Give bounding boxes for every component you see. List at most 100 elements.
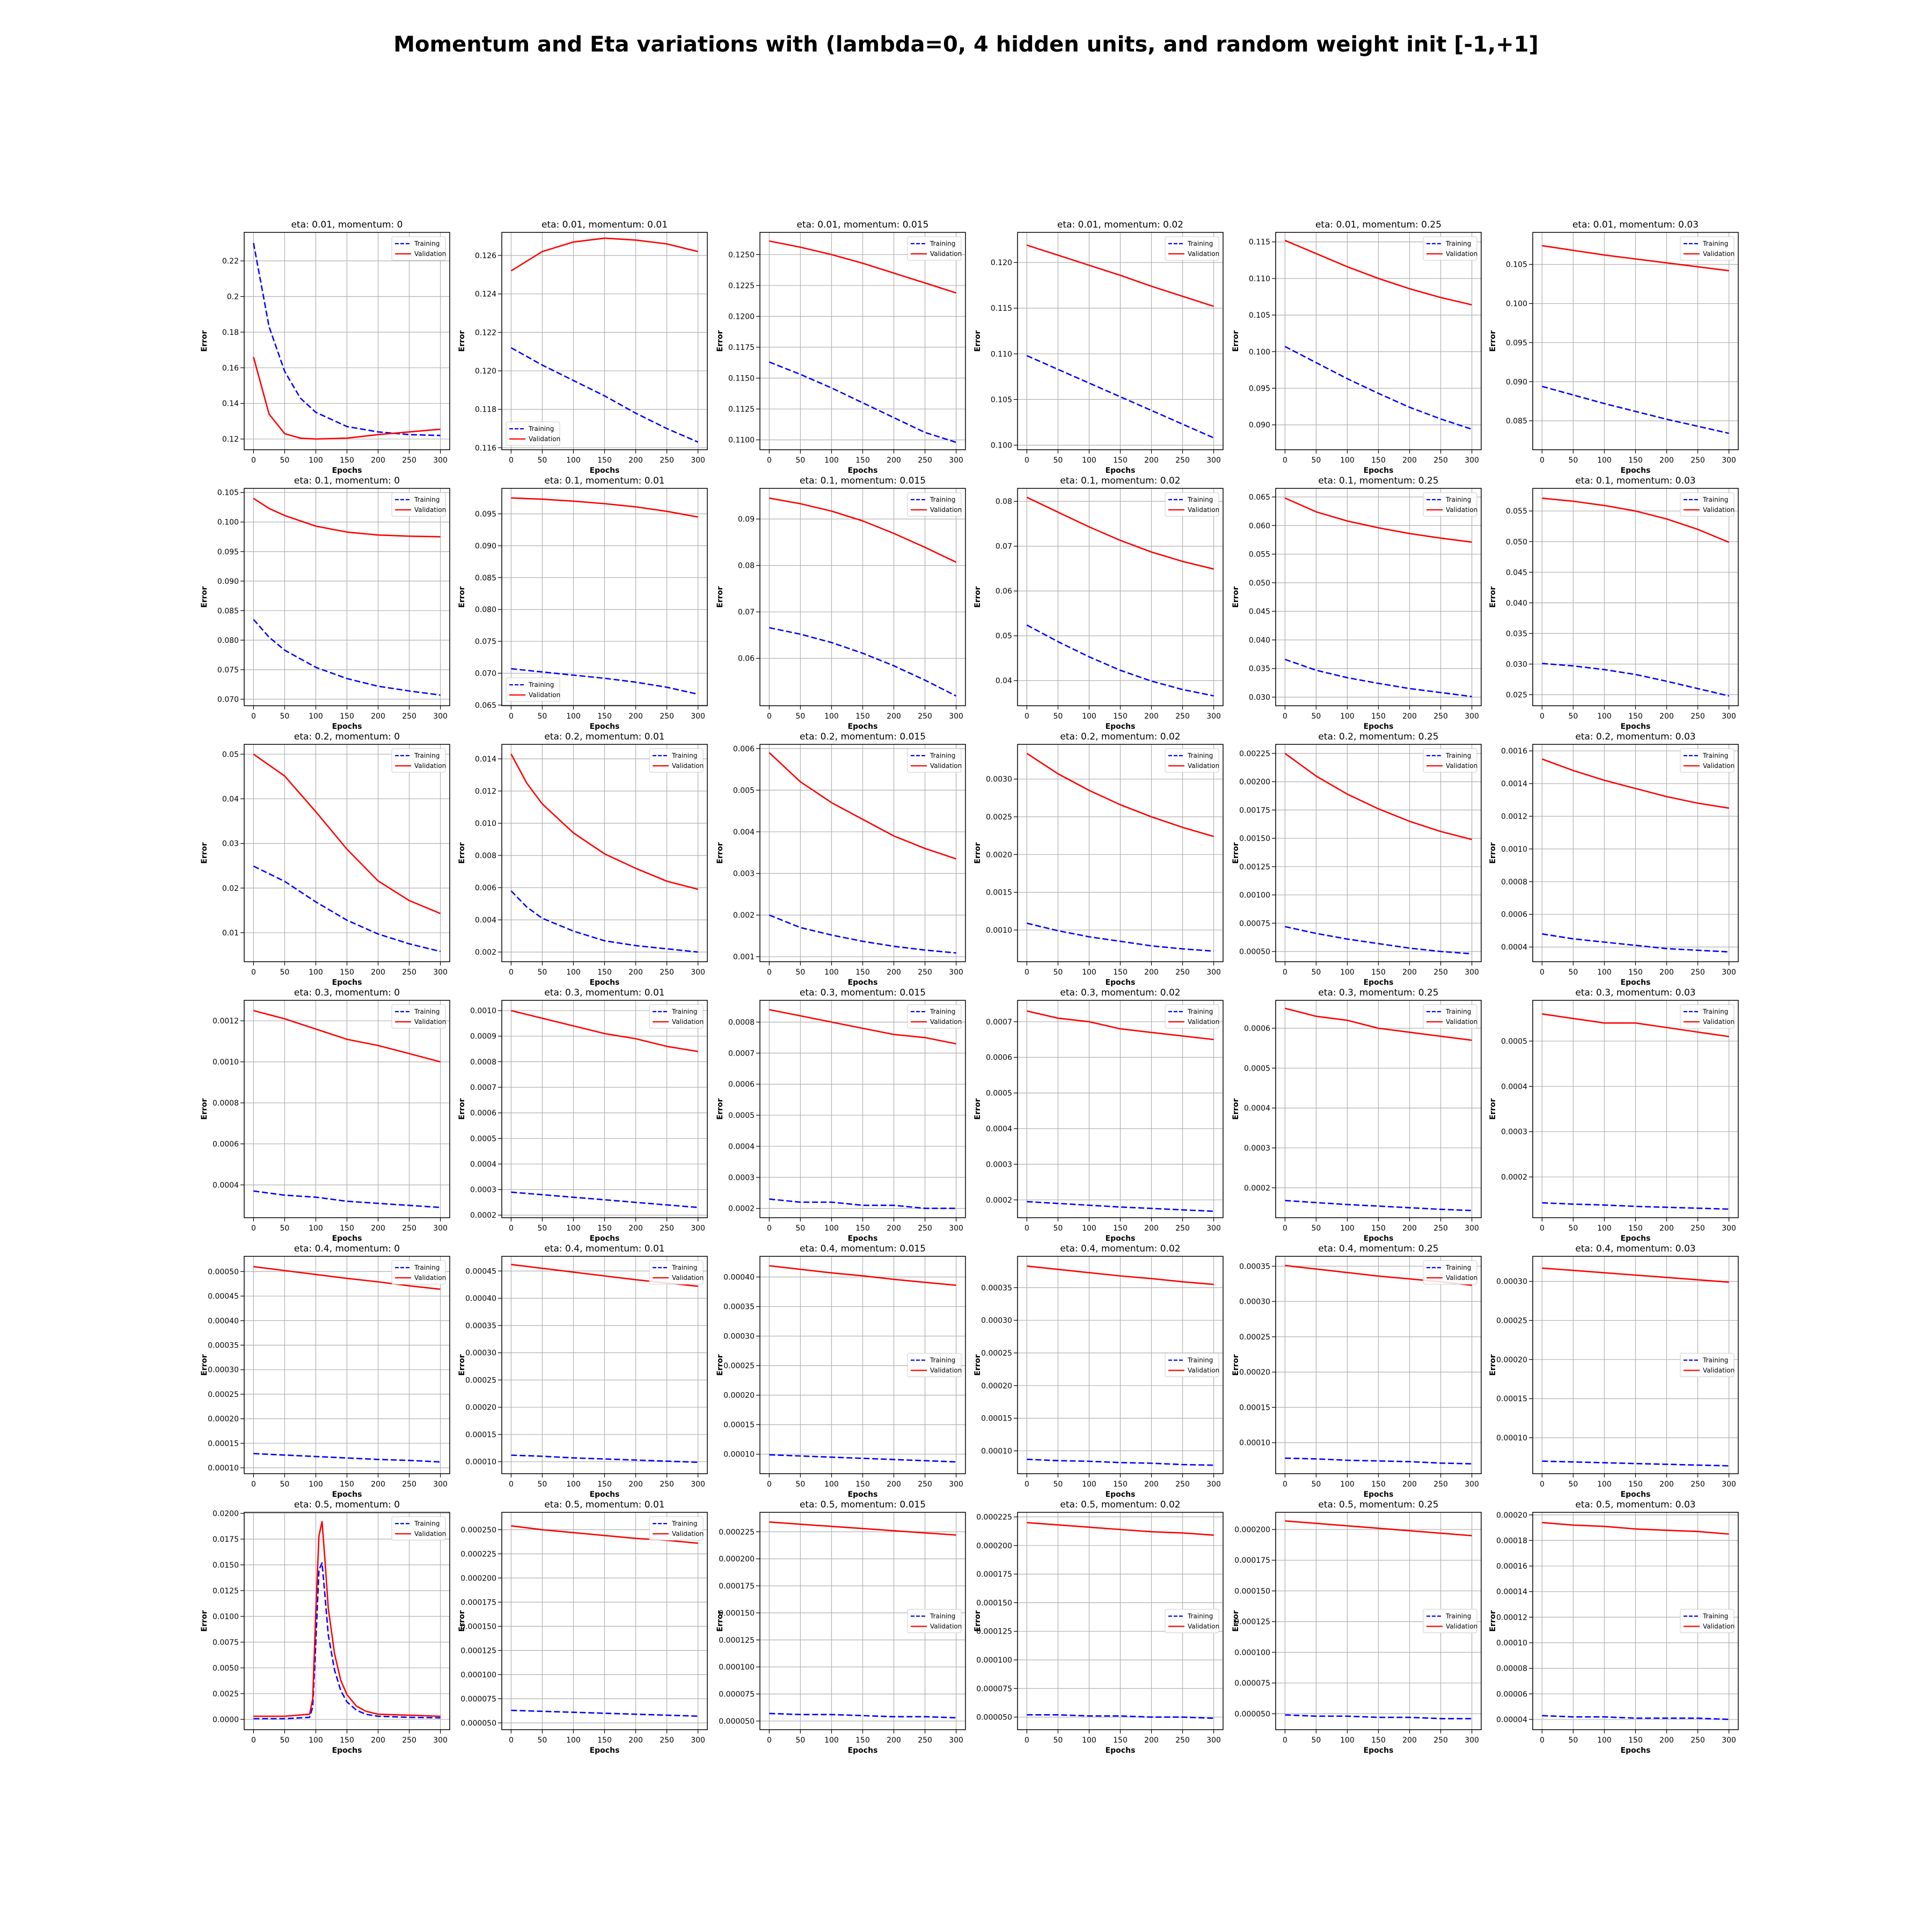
legend-training-label: Training <box>1445 1264 1471 1271</box>
legend: Training Validation <box>907 236 962 261</box>
subplot-title: eta: 0.4, momentum: 0.25 <box>1318 1243 1438 1254</box>
x-tick-label: 0 <box>509 1480 514 1489</box>
x-tick-label: 50 <box>538 1736 547 1745</box>
y-tick-label: 0.000050 <box>460 1719 496 1728</box>
y-tick-label: 0.0002 <box>728 1205 755 1213</box>
legend-validation-label: Validation <box>930 506 962 514</box>
x-tick-label: 300 <box>1722 456 1736 465</box>
x-tick-label: 250 <box>1690 712 1705 721</box>
training-line <box>511 1454 698 1463</box>
axes-frame <box>244 1000 450 1218</box>
x-tick-label: 250 <box>1175 968 1190 977</box>
y-tick-label: 0.00010 <box>981 1447 1012 1455</box>
y-tick-label: 0.00045 <box>465 1267 496 1276</box>
validation-line <box>1542 1267 1729 1283</box>
subplot: 0 50 100 150 200 250 300 0.0004 0.0006 0.0008 0.00… <box>200 987 450 1243</box>
x-tick-label: 150 <box>855 1480 870 1489</box>
y-axis-label: Error <box>716 1610 724 1631</box>
x-tick-label: 100 <box>1082 1224 1096 1233</box>
subplot-title: eta: 0.2, momentum: 0.01 <box>544 731 664 742</box>
y-tick-label: 0.000150 <box>976 1599 1012 1607</box>
y-tick-label: 0.0006 <box>470 1109 496 1118</box>
y-tick-label: 0.0004 <box>1501 1082 1527 1091</box>
y-tick-label: 0.08 <box>738 562 755 570</box>
x-tick-label: 300 <box>433 456 448 465</box>
x-tick-label: 150 <box>1113 1736 1128 1745</box>
x-tick-label: 150 <box>597 1224 612 1233</box>
subplot: 0 50 100 150 200 250 300 0.070 0.075 0.080 0.085 0.… <box>200 475 450 731</box>
y-tick-label: 0.00008 <box>1496 1665 1527 1673</box>
legend-training-label: Training <box>671 1520 697 1527</box>
validation-line <box>1284 239 1472 306</box>
legend-training-label: Training <box>1702 240 1728 247</box>
x-tick-label: 300 <box>1206 712 1221 721</box>
y-tick-label: 0.115 <box>991 304 1012 313</box>
x-tick-label: 100 <box>309 712 323 721</box>
validation-line <box>1542 497 1730 543</box>
axes-frame <box>244 232 450 450</box>
x-axis-label: Epochs <box>590 722 620 731</box>
subplot: 0 50 100 150 200 250 300 0.0002 0.0003 0.0004 0.00… <box>974 987 1224 1243</box>
axes-frame <box>1532 1512 1739 1730</box>
x-tick-label: 200 <box>371 456 385 465</box>
axes-frame <box>1017 232 1224 450</box>
x-tick-label: 50 <box>280 1480 290 1489</box>
x-tick-label: 150 <box>597 712 612 721</box>
legend: Training Validation <box>1680 236 1735 261</box>
subplot-title: eta: 0.1, momentum: 0.015 <box>800 475 926 486</box>
y-axis-label: Error <box>716 586 724 608</box>
y-axis-label: Error <box>1489 586 1497 608</box>
y-tick-label: 0.014 <box>475 755 496 764</box>
y-tick-label: 0.00045 <box>208 1292 239 1301</box>
y-tick-label: 0.050 <box>1506 538 1527 546</box>
subplot-title: eta: 0.01, momentum: 0.03 <box>1572 219 1699 230</box>
y-axis-label: Error <box>1232 842 1240 863</box>
y-axis-label: Error <box>1489 1354 1497 1375</box>
y-tick-label: 0.0005 <box>470 1135 496 1143</box>
y-tick-label: 0.00200 <box>1239 778 1270 787</box>
validation-line <box>1027 244 1214 308</box>
y-tick-label: 0.004 <box>475 916 496 925</box>
y-tick-label: 0.065 <box>475 701 496 710</box>
x-tick-label: 300 <box>691 968 705 977</box>
y-tick-label: 0.04 <box>996 677 1012 685</box>
subplot-title: eta: 0.4, momentum: 0.02 <box>1060 1243 1180 1254</box>
subplot: 0 50 100 150 200 250 300 0.0002 0.0003 0.0004 0.00… <box>458 987 708 1243</box>
y-tick-label: 0.00040 <box>465 1294 496 1303</box>
y-tick-label: 0.105 <box>1249 311 1270 320</box>
subplot-title: eta: 0.5, momentum: 0 <box>294 1499 400 1510</box>
y-axis-label: Error <box>458 586 466 608</box>
x-tick-label: 200 <box>1659 712 1674 721</box>
x-tick-label: 200 <box>628 712 643 721</box>
training-line <box>769 1713 956 1719</box>
x-tick-label: 50 <box>796 968 806 977</box>
x-tick-label: 250 <box>1433 968 1448 977</box>
validation-line <box>769 240 956 294</box>
x-tick-label: 0 <box>251 1736 256 1745</box>
x-tick-label: 200 <box>371 1736 385 1745</box>
y-axis-label: Error <box>716 842 724 863</box>
axes-frame <box>501 1256 708 1474</box>
validation-line <box>1285 1520 1472 1536</box>
x-tick-label: 300 <box>691 1736 705 1745</box>
legend-validation-label: Validation <box>1446 250 1477 258</box>
legend-validation-label: Validation <box>672 1274 704 1282</box>
x-axis-label: Epochs <box>332 722 362 731</box>
y-axis-label: Error <box>200 1098 209 1119</box>
x-tick-label: 150 <box>340 1736 354 1745</box>
x-tick-label: 200 <box>1402 1480 1417 1489</box>
x-axis-label: Epochs <box>1364 1746 1394 1755</box>
x-axis-label: Epochs <box>1106 1234 1136 1243</box>
y-tick-label: 0.00025 <box>981 1349 1012 1358</box>
y-tick-label: 0.0002 <box>1244 1184 1270 1192</box>
y-tick-label: 0.075 <box>475 638 496 646</box>
x-tick-label: 200 <box>1144 712 1159 721</box>
x-tick-label: 200 <box>371 1480 385 1489</box>
y-tick-label: 0.000125 <box>460 1646 496 1655</box>
legend: Training Validation <box>506 421 560 446</box>
x-tick-label: 100 <box>309 1480 323 1489</box>
x-tick-label: 150 <box>1371 712 1386 721</box>
axes-frame <box>501 488 708 706</box>
y-tick-label: 0.000200 <box>719 1555 755 1564</box>
